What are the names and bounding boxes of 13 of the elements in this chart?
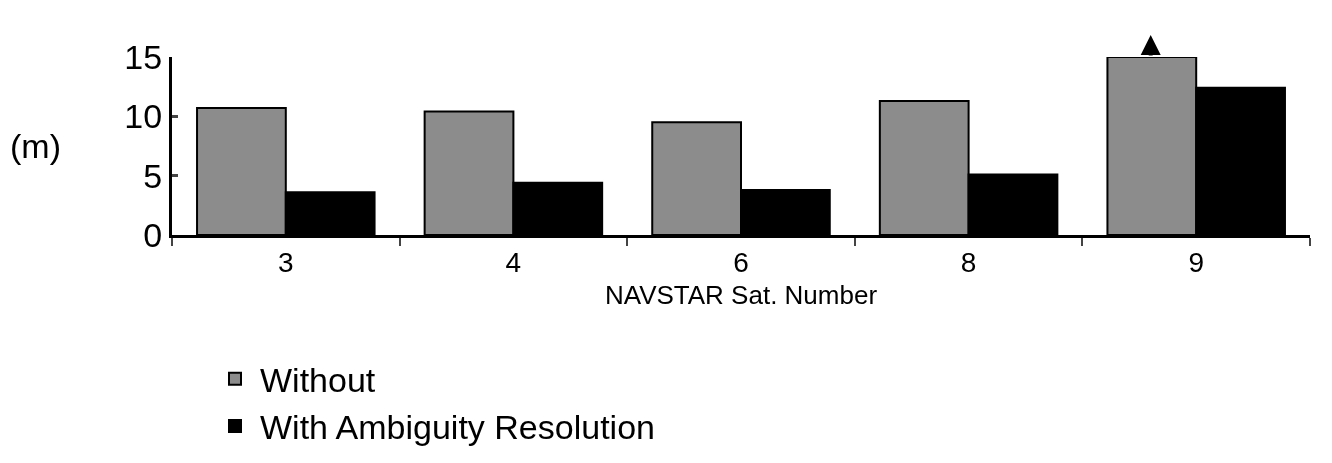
x-axis-title: NAVSTAR Sat. Number — [604, 280, 878, 311]
y-tick-label: 15 — [124, 37, 163, 76]
x-tick-label: 3 — [278, 246, 294, 278]
x-tick-label: 4 — [505, 246, 522, 278]
y-tick-label: 5 — [143, 156, 163, 195]
x-tick-label: 9 — [1188, 246, 1204, 278]
y-tick-label: 10 — [124, 97, 163, 136]
y-tick-label: 0 — [143, 215, 163, 254]
y-axis-title: (m) — [10, 127, 61, 165]
legend-label: With Ambiguity Resolution — [260, 408, 655, 447]
x-tick-label: 6 — [733, 246, 749, 278]
x-tick-label: 8 — [960, 246, 977, 278]
legend-label: Without — [260, 361, 376, 400]
